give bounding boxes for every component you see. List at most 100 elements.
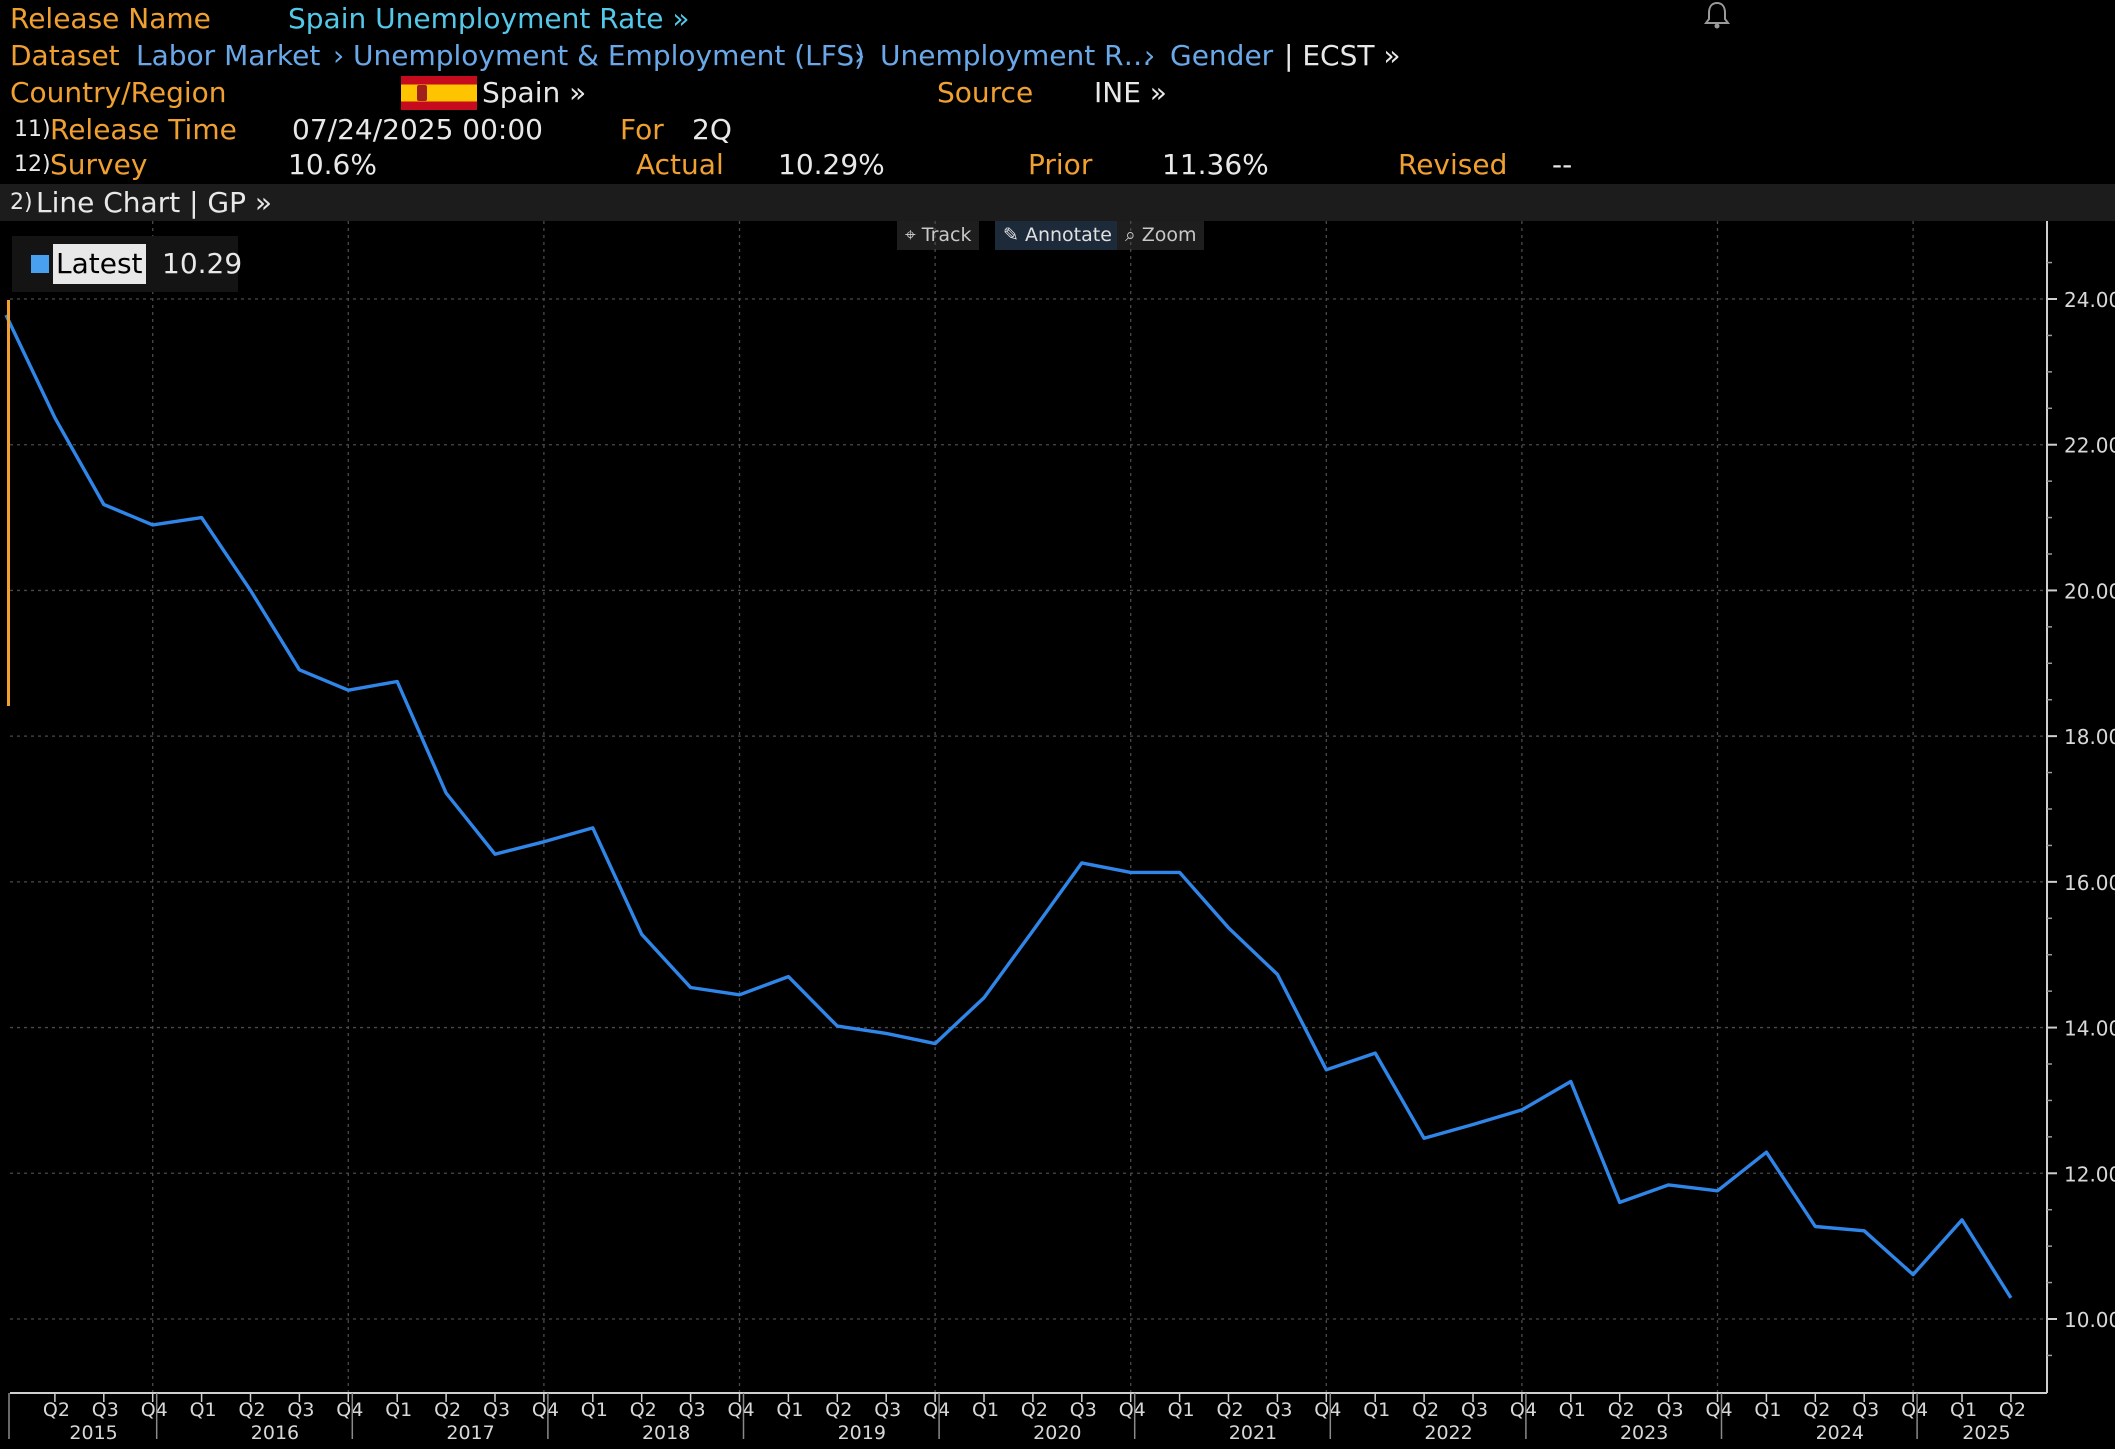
actual-label: Actual (636, 148, 724, 181)
y-tick-label: 10.00 (2064, 1308, 2115, 1332)
x-tick-label: Q2 (1021, 1399, 1048, 1421)
x-tick-label: Q3 (287, 1399, 314, 1421)
dataset-crumb-gender[interactable]: Gender (1170, 39, 1274, 72)
revised-label: Revised (1398, 148, 1508, 181)
x-tick-label: Q3 (1461, 1399, 1488, 1421)
year-label: 2015 (69, 1422, 117, 1444)
dataset-crumb-labor-market[interactable]: Labor Market (136, 39, 321, 72)
release-name-link[interactable]: Spain Unemployment Rate » (288, 2, 690, 35)
x-tick-label: Q3 (679, 1399, 706, 1421)
for-label: For (620, 113, 664, 146)
x-tick-label: Q4 (923, 1399, 950, 1421)
annotate-button[interactable]: ✎ Annotate (995, 221, 1120, 250)
y-tick-label: 18.00 (2064, 725, 2115, 749)
x-tick-label: Q2 (43, 1399, 70, 1421)
actual-value: 10.29% (778, 148, 885, 181)
x-tick-label: Q1 (190, 1399, 217, 1421)
dataset-crumb-unemployment-rate[interactable]: Unemployment R… (880, 39, 1152, 72)
prior-value: 11.36% (1162, 148, 1269, 181)
annotate-label: Annotate (1024, 224, 1112, 246)
series-line-latest (4, 314, 2013, 1299)
year-label: 2023 (1620, 1422, 1668, 1444)
x-tick-label: Q3 (1070, 1399, 1097, 1421)
x-tick-label: Q2 (1803, 1399, 1830, 1421)
year-label: 2018 (642, 1422, 690, 1444)
x-tick-label: Q2 (239, 1399, 266, 1421)
x-tick-label: Q3 (92, 1399, 119, 1421)
release-time-value: 07/24/2025 00:00 (292, 113, 543, 146)
chart-area (0, 221, 2115, 1449)
legend-swatch (31, 255, 49, 273)
x-tick-label: Q2 (1999, 1399, 2026, 1421)
year-label: 2019 (838, 1422, 886, 1444)
x-tick-label: Q1 (972, 1399, 999, 1421)
dataset-label: Dataset (10, 39, 120, 72)
dataset-crumb-unemployment-employment[interactable]: Unemployment & Employment (LFS) (353, 39, 866, 72)
revised-value: -- (1552, 148, 1573, 181)
y-tick-label: 24.00 (2064, 288, 2115, 312)
survey-label[interactable]: Survey (50, 148, 148, 181)
source-link[interactable]: INE » (1094, 76, 1167, 109)
chevron-right-icon: › (1144, 39, 1156, 72)
x-tick-label: Q4 (1510, 1399, 1537, 1421)
y-tick-label: 12.00 (2064, 1162, 2115, 1186)
x-tick-label: Q4 (1119, 1399, 1146, 1421)
x-tick-label: Q3 (874, 1399, 901, 1421)
x-tick-label: Q3 (483, 1399, 510, 1421)
x-tick-label: Q4 (1314, 1399, 1341, 1421)
x-tick-label: Q2 (434, 1399, 461, 1421)
year-label: 2016 (251, 1422, 299, 1444)
chart-menu-number[interactable]: 2) (10, 190, 33, 215)
x-tick-label: Q1 (1168, 1399, 1195, 1421)
y-tick-label: 22.00 (2064, 434, 2115, 458)
track-button[interactable]: ⌖ Track (897, 221, 980, 250)
track-label: Track (921, 224, 972, 246)
x-tick-label: Q3 (1265, 1399, 1292, 1421)
survey-value: 10.6% (288, 148, 377, 181)
source-label: Source (937, 76, 1034, 109)
bell-icon[interactable] (1704, 0, 1730, 34)
x-tick-label: Q1 (1754, 1399, 1781, 1421)
release-time-number[interactable]: 11) (14, 117, 51, 142)
release-time-label[interactable]: Release Time (50, 113, 237, 146)
x-tick-label: Q4 (336, 1399, 363, 1421)
x-tick-label: Q2 (1217, 1399, 1244, 1421)
x-tick-label: Q2 (630, 1399, 657, 1421)
selection-marker (7, 300, 10, 706)
x-tick-label: Q4 (1706, 1399, 1733, 1421)
for-value: 2Q (692, 113, 732, 146)
zoom-label: Zoom (1141, 224, 1197, 246)
x-tick-label: Q2 (1608, 1399, 1635, 1421)
x-tick-label: Q2 (825, 1399, 852, 1421)
x-tick-label: Q1 (581, 1399, 608, 1421)
chevron-right-icon: › (333, 39, 345, 72)
year-label: 2021 (1229, 1422, 1277, 1444)
x-tick-label: Q3 (1657, 1399, 1684, 1421)
y-tick-label: 20.00 (2064, 579, 2115, 603)
spain-flag-icon (401, 76, 477, 110)
chart-menu-bar: 2) Line Chart | GP » (0, 184, 2115, 221)
country-link[interactable]: Spain » (482, 76, 587, 109)
x-tick-label: Q4 (532, 1399, 559, 1421)
x-tick-label: Q1 (1559, 1399, 1586, 1421)
y-tick-label: 16.00 (2064, 871, 2115, 895)
chart-legend[interactable]: Latest 10.29 (12, 236, 242, 292)
year-label: 2020 (1033, 1422, 1081, 1444)
chevron-right-icon: › (854, 39, 866, 72)
legend-value: 10.29 (162, 247, 243, 280)
x-tick-label: Q1 (1363, 1399, 1390, 1421)
year-label: 2025 (1962, 1422, 2010, 1444)
x-tick-label: Q1 (776, 1399, 803, 1421)
y-tick-label: 14.00 (2064, 1017, 2115, 1041)
survey-number[interactable]: 12) (14, 152, 51, 177)
crosshair-icon: ⌖ (905, 224, 916, 246)
x-tick-label: Q2 (1412, 1399, 1439, 1421)
dataset-ecst-link[interactable]: | ECST » (1284, 39, 1401, 72)
legend-label: Latest (53, 244, 146, 284)
year-label: 2017 (446, 1422, 494, 1444)
year-label: 2024 (1816, 1422, 1864, 1444)
chart-type-menu[interactable]: Line Chart | GP » (36, 186, 273, 219)
x-tick-label: Q4 (728, 1399, 755, 1421)
x-tick-label: Q1 (1950, 1399, 1977, 1421)
